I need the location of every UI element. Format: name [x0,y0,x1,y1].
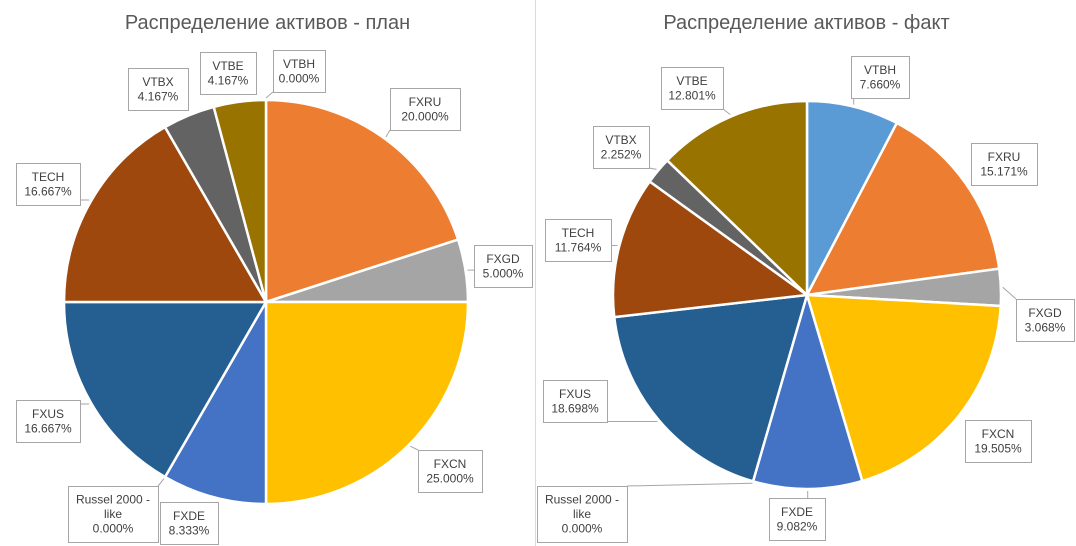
svg-text:0.000%: 0.000% [562,522,603,536]
svg-text:FXCN: FXCN [434,457,467,471]
pie-slice-fxru-fact [804,121,1001,297]
svg-text:7.660%: 7.660% [860,77,901,91]
svg-text:8.333%: 8.333% [169,523,210,537]
svg-text:FXUS: FXUS [559,387,591,401]
leader-line-fxgd-fact [1002,286,1017,300]
svg-text:Russel 2000 -: Russel 2000 - [545,493,619,507]
svg-text:like: like [104,507,122,521]
pie-slice-fxcn-fact [805,293,1003,483]
svg-text:VTBH: VTBH [283,57,315,71]
svg-text:FXDE: FXDE [173,509,205,523]
leader-line-russel-2000-like-fact [626,482,753,487]
svg-text:0.000%: 0.000% [93,522,134,536]
svg-text:11.764%: 11.764% [555,240,602,254]
svg-text:4.167%: 4.167% [138,89,179,103]
leader-line-vtbh-plan [265,91,274,99]
svg-text:VTBE: VTBE [676,74,707,88]
svg-text:19.505%: 19.505% [974,441,1022,455]
svg-text:VTBH: VTBH [864,63,896,77]
svg-text:VTBX: VTBX [605,133,636,147]
svg-text:like: like [573,507,591,521]
chart-fact: Распределение активов - факт VTBH 7.660% F… [537,0,1076,546]
pie-chart-plan: VTBH0.000%FXRU20.000%FXGD5.000%FXCN25.00… [16,50,533,545]
svg-text:16.667%: 16.667% [24,421,72,435]
svg-text:FXGD: FXGD [1028,306,1062,320]
leader-line-vtbx-fact [648,167,657,170]
chart-title-fact: Распределение активов - факт [663,12,950,34]
leader-line-vtbe-fact [722,108,731,115]
svg-text:20.000%: 20.000% [401,109,449,123]
svg-text:25.000%: 25.000% [426,471,474,485]
svg-text:9.082%: 9.082% [777,519,818,533]
pie-slice-fxde-plan [163,297,268,506]
chart-title-plan: Распределение активов - план [124,12,411,34]
pie-slice-fxus-plan [62,300,269,479]
pie-slice-fxus-fact [612,293,809,483]
leader-line-fxcn-plan [410,445,419,451]
svg-text:12.801%: 12.801% [668,88,716,102]
svg-text:FXCN: FXCN [982,427,1015,441]
svg-text:FXRU: FXRU [409,95,442,109]
svg-text:5.000%: 5.000% [483,266,524,280]
svg-text:FXDE: FXDE [781,505,813,519]
svg-text:0.000%: 0.000% [279,71,320,85]
leader-line-russel-2000-like-plan [157,478,165,487]
svg-text:4.167%: 4.167% [208,73,249,87]
pie-slice-fxde-fact [751,290,864,491]
pie-slice-fxcn-plan [264,300,470,506]
svg-text:VTBX: VTBX [142,75,173,89]
pie-slice-vtbe-plan [212,98,268,303]
pie-slice-tech-fact [611,179,811,319]
svg-text:16.667%: 16.667% [24,184,72,198]
pie-slice-vtbe-fact [665,99,809,298]
svg-text:FXUS: FXUS [32,407,64,421]
svg-text:Russel 2000 -: Russel 2000 - [76,493,150,507]
pie-slice-vtbh-fact [805,99,899,296]
svg-text:TECH: TECH [32,170,65,184]
svg-text:FXGD: FXGD [486,252,520,266]
svg-text:2.252%: 2.252% [601,147,642,161]
svg-text:VTBE: VTBE [212,59,243,73]
svg-text:18.698%: 18.698% [551,401,599,415]
leader-line-fxru-plan [385,129,391,138]
svg-text:3.068%: 3.068% [1025,320,1066,334]
svg-text:FXRU: FXRU [988,150,1021,164]
pie-slice-tech-plan [62,125,269,304]
pie-slice-fxru-plan [264,98,460,304]
svg-text:15.171%: 15.171% [980,164,1028,178]
svg-text:TECH: TECH [562,226,595,240]
chart-plan: Распределение активов - план VTBH 0.000% F… [0,0,536,546]
